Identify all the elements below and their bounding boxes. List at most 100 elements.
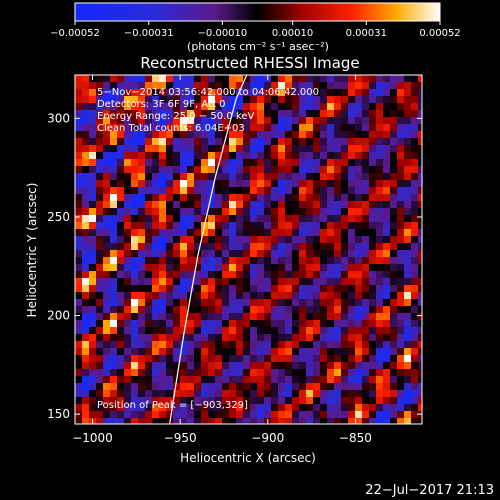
- heatmap-cell: [152, 257, 160, 265]
- heatmap-cell: [173, 250, 181, 258]
- y-tick-label: 300: [47, 111, 70, 125]
- heatmap-cell: [82, 397, 90, 405]
- heatmap-cell: [369, 369, 377, 377]
- heatmap-cell: [166, 313, 174, 321]
- heatmap-cell: [390, 243, 398, 251]
- heatmap-cell: [243, 166, 251, 174]
- heatmap-cell: [243, 264, 251, 272]
- heatmap-cell: [264, 278, 272, 286]
- heatmap-cell: [299, 110, 307, 118]
- heatmap-cell: [292, 75, 300, 83]
- heatmap-cell: [138, 397, 146, 405]
- heatmap-cell: [355, 362, 363, 370]
- heatmap-cell: [313, 278, 321, 286]
- heatmap-cell: [89, 187, 97, 195]
- colorbar-gradient: [74, 2, 441, 22]
- heatmap-cell: [96, 89, 104, 97]
- heatmap-cell: [390, 348, 398, 356]
- heatmap-cell: [264, 187, 272, 195]
- heatmap-cell: [404, 285, 412, 293]
- heatmap-cell: [341, 222, 349, 230]
- heatmap-cell: [180, 411, 188, 419]
- heatmap-cell: [236, 173, 244, 181]
- heatmap-cell: [278, 348, 286, 356]
- heatmap-cell: [89, 124, 97, 132]
- heatmap-cell: [341, 390, 349, 398]
- heatmap-cell: [110, 327, 118, 335]
- heatmap-cell: [159, 229, 167, 237]
- heatmap-cell: [404, 355, 412, 363]
- heatmap-cell: [299, 299, 307, 307]
- heatmap-cell: [285, 299, 293, 307]
- heatmap-cell: [243, 306, 251, 314]
- heatmap-cell: [173, 89, 181, 97]
- heatmap-cell: [285, 75, 293, 83]
- heatmap-cell: [243, 376, 251, 384]
- heatmap-cell: [327, 264, 335, 272]
- heatmap-cell: [271, 299, 279, 307]
- heatmap-cell: [355, 257, 363, 265]
- heatmap-cell: [264, 215, 272, 223]
- heatmap-cell: [397, 187, 405, 195]
- heatmap-cell: [180, 103, 188, 111]
- heatmap-cell: [152, 145, 160, 153]
- heatmap-cell: [89, 411, 97, 419]
- heatmap-cell: [418, 397, 422, 405]
- heatmap-cell: [320, 341, 328, 349]
- heatmap-cell: [243, 397, 251, 405]
- heatmap-cell: [222, 299, 230, 307]
- heatmap-cell: [215, 320, 223, 328]
- heatmap-cell: [264, 355, 272, 363]
- heatmap-cell: [362, 355, 370, 363]
- heatmap-cell: [145, 306, 153, 314]
- heatmap-cell: [222, 285, 230, 293]
- heatmap-cell: [313, 117, 321, 125]
- heatmap-cell: [208, 334, 216, 342]
- heatmap-cell: [131, 418, 139, 424]
- heatmap-cell: [124, 334, 132, 342]
- heatmap-cell: [313, 285, 321, 293]
- heatmap-cell: [383, 320, 391, 328]
- heatmap-cell: [159, 103, 167, 111]
- heatmap-cell: [299, 348, 307, 356]
- heatmap-cell: [82, 383, 90, 391]
- heatmap-cell: [103, 271, 111, 279]
- heatmap-cell: [383, 306, 391, 314]
- heatmap-cell: [131, 82, 139, 90]
- heatmap-cell: [362, 376, 370, 384]
- heatmap-cell: [292, 173, 300, 181]
- heatmap-cell: [320, 243, 328, 251]
- heatmap-cell: [194, 82, 202, 90]
- heatmap-cell: [229, 145, 237, 153]
- heatmap-cell: [159, 145, 167, 153]
- heatmap-cell: [131, 362, 139, 370]
- heatmap-cell: [208, 369, 216, 377]
- heatmap-cell: [299, 96, 307, 104]
- heatmap-cell: [376, 145, 384, 153]
- heatmap-cell: [124, 166, 132, 174]
- heatmap-cell: [159, 187, 167, 195]
- heatmap-cell: [75, 313, 83, 321]
- heatmap-cell: [201, 306, 209, 314]
- heatmap-cell: [124, 390, 132, 398]
- heatmap-cell: [320, 271, 328, 279]
- footer-date: 22−Jul−2017 21:13: [365, 483, 494, 498]
- heatmap-cell: [208, 75, 216, 83]
- heatmap-cell: [383, 215, 391, 223]
- heatmap-cell: [369, 173, 377, 181]
- heatmap-cell: [187, 159, 195, 167]
- heatmap-cell: [187, 362, 195, 370]
- heatmap-cell: [369, 327, 377, 335]
- colorbar-tick-label: 0.00052: [419, 28, 460, 39]
- heatmap-cell: [250, 159, 258, 167]
- heatmap-cell: [187, 138, 195, 146]
- heatmap-cell: [299, 250, 307, 258]
- heatmap-cell: [299, 341, 307, 349]
- heatmap-cell: [236, 243, 244, 251]
- heatmap-cell: [82, 334, 90, 342]
- heatmap-cell: [404, 236, 412, 244]
- heatmap-cell: [166, 257, 174, 265]
- heatmap-cell: [327, 201, 335, 209]
- heatmap-cell: [250, 369, 258, 377]
- heatmap-cell: [271, 131, 279, 139]
